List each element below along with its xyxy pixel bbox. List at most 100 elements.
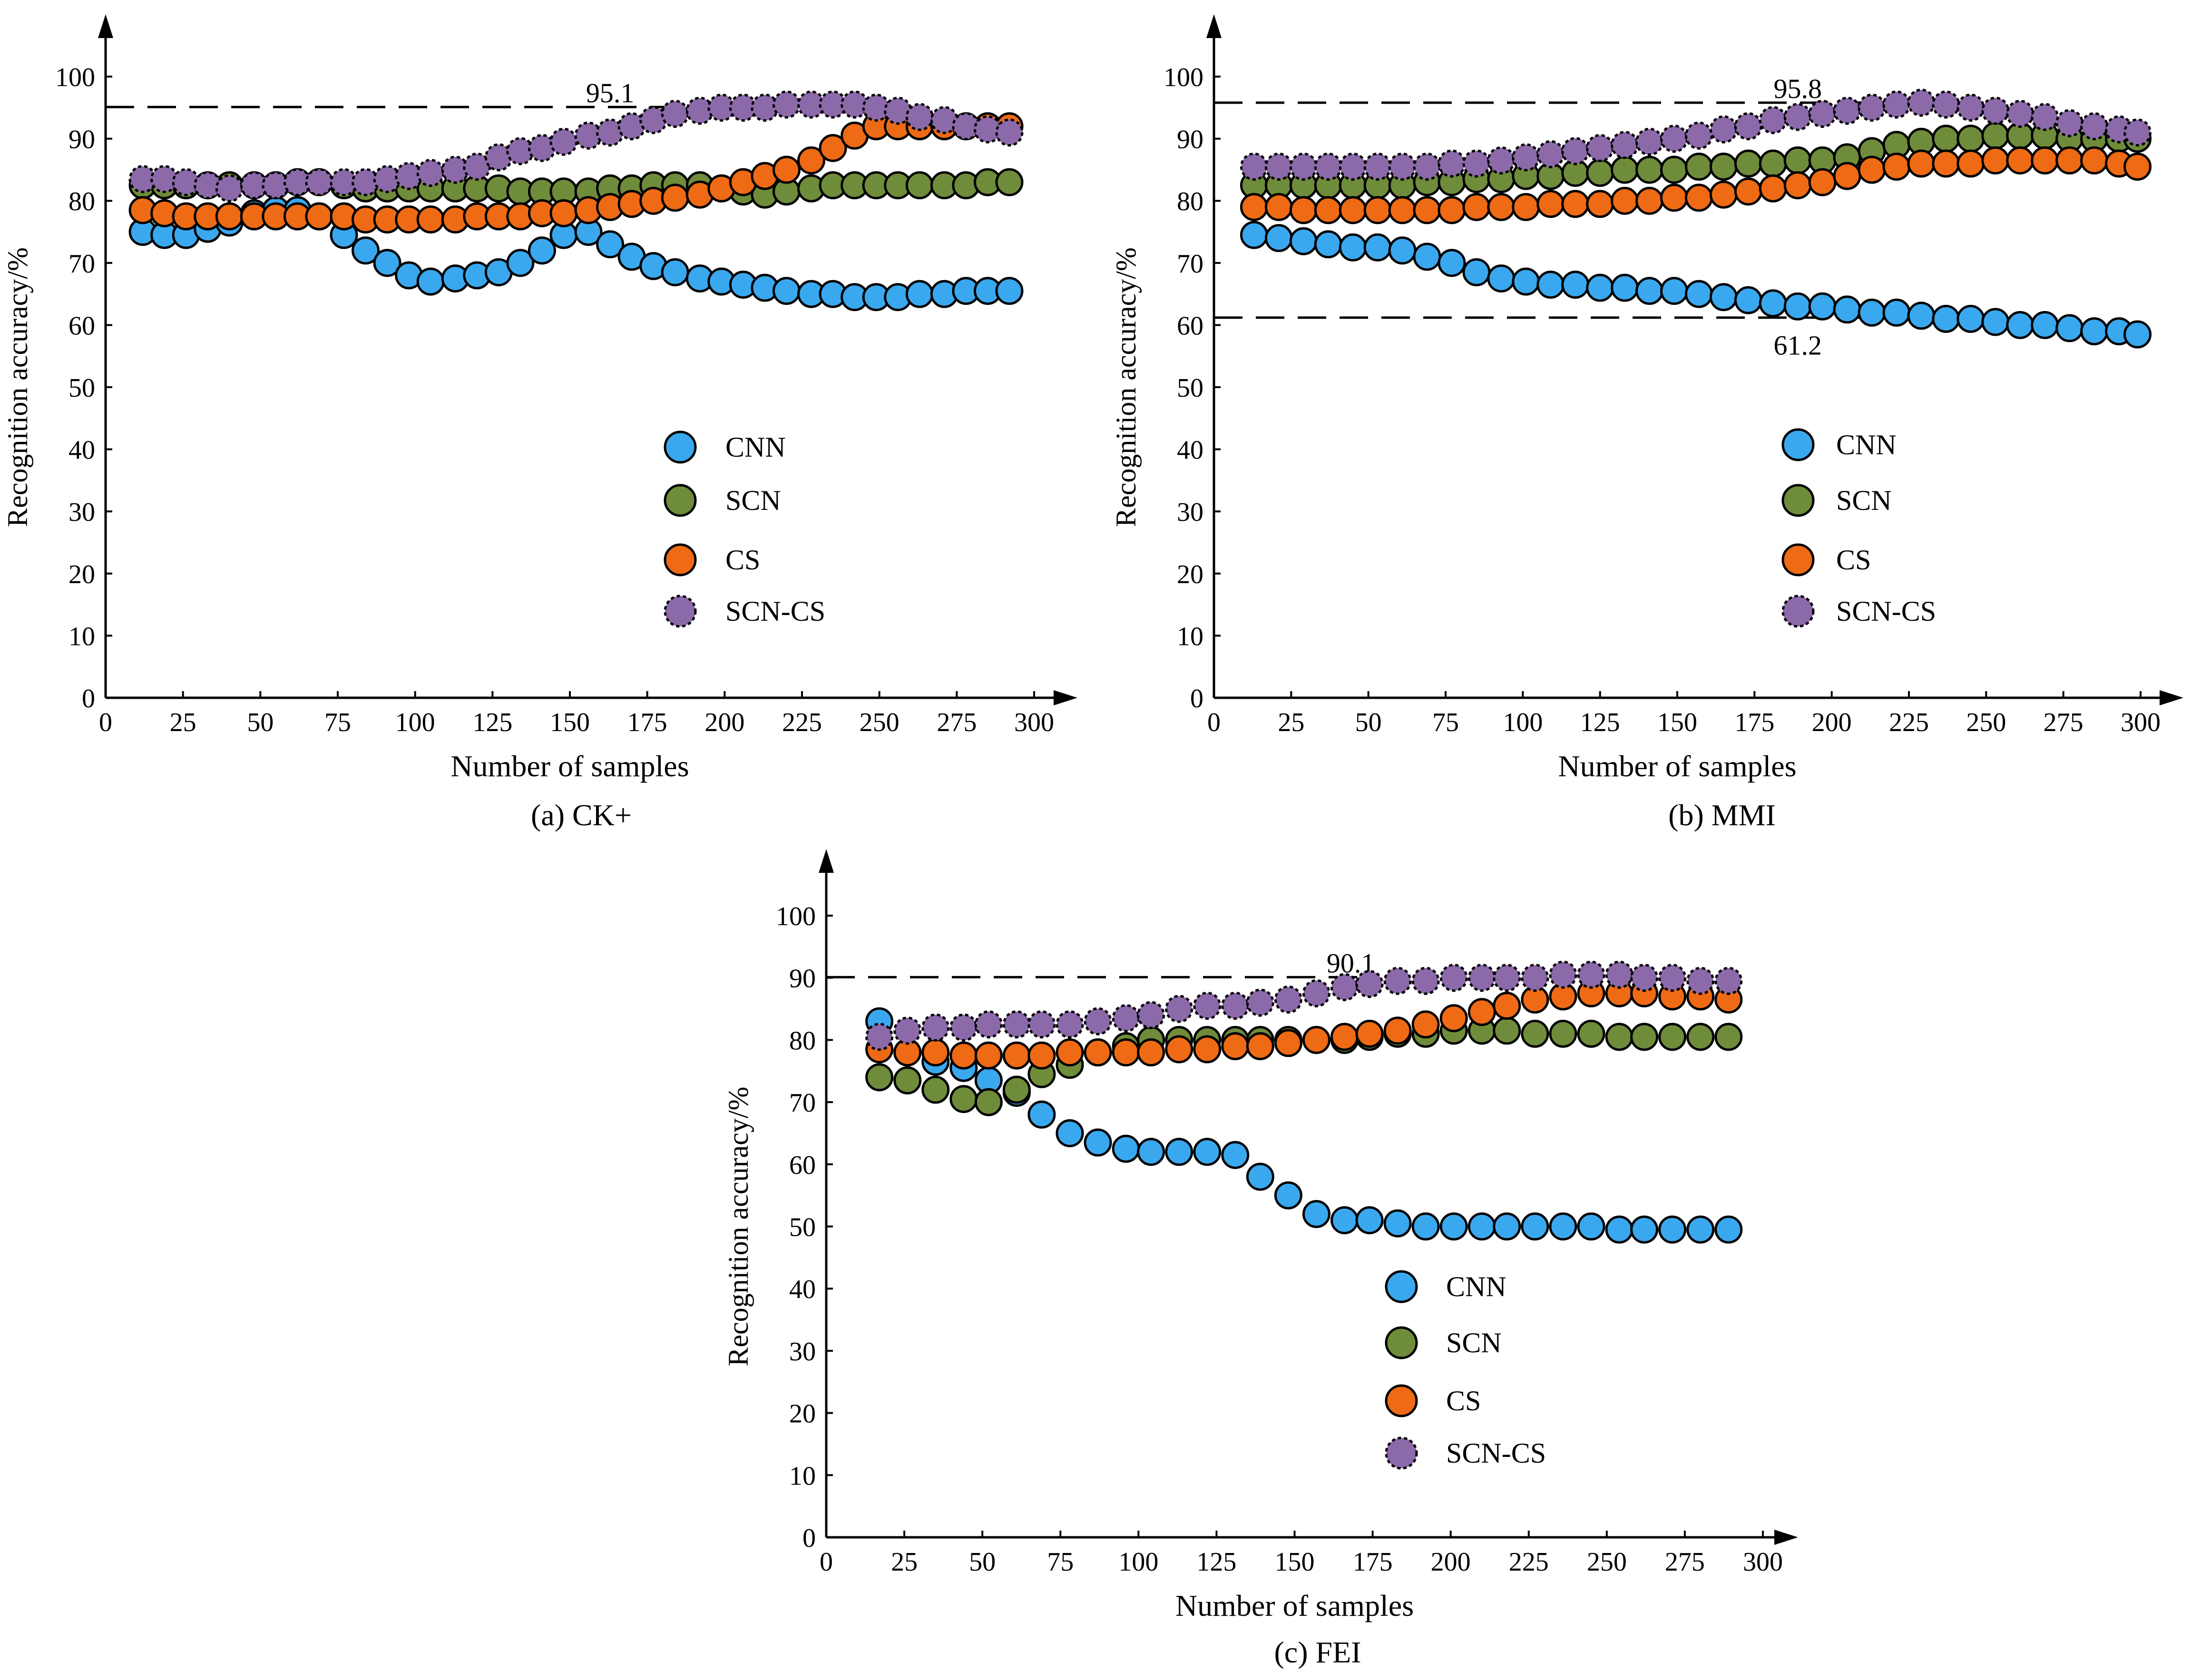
data-point-cnn bbox=[1027, 1100, 1056, 1129]
data-point-scn bbox=[1002, 1075, 1031, 1104]
legend-marker-scn bbox=[664, 484, 697, 517]
data-point-scn bbox=[1684, 152, 1713, 181]
data-point-scn bbox=[1686, 1023, 1715, 1051]
data-point-cnn bbox=[1330, 1206, 1359, 1234]
y-tick-label: 30 bbox=[789, 1337, 816, 1367]
x-tick-label: 125 bbox=[1580, 708, 1620, 737]
x-tick-label: 225 bbox=[782, 708, 822, 737]
data-point-cs bbox=[1314, 196, 1342, 225]
data-point-scn-cs bbox=[1240, 152, 1268, 181]
data-point-scn-cs bbox=[1686, 967, 1715, 995]
data-point-cs bbox=[1112, 1038, 1140, 1067]
y-tick-label: 30 bbox=[68, 498, 95, 527]
data-point-cnn bbox=[1487, 264, 1516, 293]
data-point-cnn bbox=[1165, 1138, 1193, 1166]
data-point-scn bbox=[1630, 1023, 1659, 1051]
data-point-cnn bbox=[2123, 320, 2152, 349]
data-point-cnn bbox=[1833, 295, 1861, 324]
data-point-cnn bbox=[1709, 283, 1738, 312]
data-point-cnn bbox=[2031, 311, 2059, 339]
data-point-scn bbox=[1734, 149, 1762, 178]
data-point-cs bbox=[1487, 193, 1516, 221]
data-point-scn-cs bbox=[2006, 99, 2034, 128]
data-point-cs bbox=[1355, 1019, 1384, 1048]
legend-label-cnn: CNN bbox=[725, 431, 786, 463]
data-point-scn bbox=[1783, 146, 1812, 175]
legend-marker-cs bbox=[1385, 1384, 1418, 1417]
data-point-scn-cs bbox=[1289, 152, 1318, 181]
y-tick-label: 30 bbox=[1177, 498, 1203, 527]
data-point-cs bbox=[1193, 1035, 1222, 1064]
data-point-scn-cs bbox=[1882, 90, 1911, 119]
data-point-scn-cs bbox=[661, 99, 689, 128]
data-point-cnn bbox=[1112, 1134, 1140, 1163]
data-point-cnn bbox=[1907, 302, 1936, 330]
data-point-cnn bbox=[1363, 233, 1392, 262]
data-point-scn-cs bbox=[1658, 964, 1687, 992]
data-point-cnn bbox=[1734, 286, 1762, 314]
y-tick-label: 40 bbox=[68, 436, 95, 465]
data-point-cs bbox=[1221, 1032, 1250, 1060]
data-point-cs bbox=[1833, 162, 1861, 190]
legend: CNN SCN CS SCN-CS bbox=[1385, 1270, 1546, 1470]
x-tick-label: 0 bbox=[99, 708, 112, 737]
x-axis-label: Number of samples bbox=[1558, 749, 1796, 783]
data-point-cs bbox=[1002, 1041, 1031, 1070]
data-point-cnn bbox=[1658, 1215, 1687, 1244]
y-tick-label: 90 bbox=[68, 125, 95, 155]
data-point-cnn bbox=[1512, 267, 1540, 296]
data-point-scn bbox=[1714, 1023, 1743, 1051]
y-tick-label: 100 bbox=[1164, 63, 1203, 92]
x-tick-label: 0 bbox=[820, 1547, 833, 1577]
data-point-scn-cs bbox=[1056, 1010, 1084, 1039]
legend-marker-cs bbox=[664, 543, 697, 576]
data-point-cnn bbox=[1956, 304, 1985, 333]
data-point-cs bbox=[1240, 193, 1268, 221]
data-point-scn-cs bbox=[1383, 967, 1412, 995]
x-tick-label: 100 bbox=[395, 708, 435, 737]
data-point-cs bbox=[1439, 1004, 1468, 1033]
x-tick-label: 125 bbox=[1196, 1547, 1236, 1577]
data-point-scn-cs bbox=[921, 1013, 950, 1042]
data-point-scn-cs bbox=[1487, 146, 1516, 175]
data-point-cnn bbox=[1783, 292, 1812, 321]
legend-label-scn: SCN bbox=[1446, 1327, 1502, 1358]
y-axis-arrow bbox=[819, 849, 834, 873]
y-tick-label: 10 bbox=[1177, 622, 1203, 651]
x-tick-label: 250 bbox=[1966, 708, 2006, 737]
data-point-scn-cs bbox=[1413, 152, 1441, 181]
y-axis-label: Recognition accuracy/% bbox=[2, 247, 33, 527]
data-point-scn-cs bbox=[1274, 985, 1302, 1014]
data-point-cs bbox=[1759, 174, 1787, 203]
data-point-scn-cs bbox=[1137, 1001, 1165, 1029]
data-point-scn bbox=[1549, 1019, 1577, 1048]
data-point-scn bbox=[1932, 125, 1960, 153]
data-point-cs bbox=[1084, 1038, 1112, 1067]
data-point-cs bbox=[549, 199, 578, 227]
data-point-scn-cs bbox=[1759, 106, 1787, 134]
data-point-scn-cs bbox=[1339, 152, 1367, 181]
data-point-cs bbox=[1561, 190, 1590, 218]
data-point-cnn bbox=[905, 280, 934, 308]
y-tick-label: 20 bbox=[789, 1399, 816, 1429]
data-point-scn-cs bbox=[1808, 99, 1837, 128]
data-point-scn bbox=[921, 1075, 950, 1104]
x-tick-label: 275 bbox=[2044, 708, 2083, 737]
data-point-scn-cs bbox=[416, 158, 445, 187]
data-point-scn-cs bbox=[1956, 93, 1985, 122]
series-cs bbox=[865, 979, 1743, 1070]
data-point-cnn bbox=[2006, 311, 2034, 339]
data-point-scn-cs bbox=[1314, 152, 1342, 181]
data-point-cs bbox=[661, 184, 689, 212]
data-point-scn-cs bbox=[1438, 149, 1466, 178]
data-point-cs bbox=[215, 202, 244, 231]
data-point-scn-cs bbox=[995, 118, 1024, 147]
y-tick-label: 100 bbox=[55, 63, 95, 92]
data-point-cs bbox=[1027, 1041, 1056, 1070]
data-point-scn-cs bbox=[1027, 1010, 1056, 1039]
data-point-scn-cs bbox=[1981, 97, 2010, 125]
legend: CNN SCN CS SCN-CS bbox=[664, 430, 825, 628]
data-point-cs bbox=[1438, 196, 1466, 225]
data-point-cs bbox=[1264, 193, 1293, 221]
data-point-scn-cs bbox=[549, 127, 578, 156]
